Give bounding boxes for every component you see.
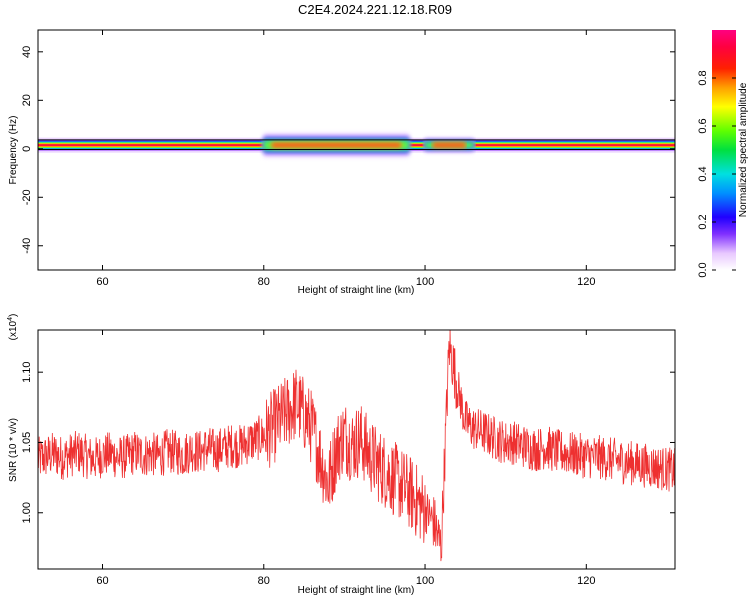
- spectrogram-panel: 60 80 100 120 40 20 0 -20 -40 Height of straigh…: [8, 29, 676, 296]
- chart-title: C2E4.2024.221.12.18.R09: [298, 2, 452, 17]
- spectrogram-y-axis-label: Frequency (Hz): [8, 116, 19, 185]
- colorbar: 0.0 0.2 0.4 0.6 0.8 Normalized spectral ampl…: [697, 30, 749, 278]
- colorbar-tick-label: 0.4: [697, 166, 709, 181]
- snr-y-tick-label: 1.10: [21, 361, 33, 382]
- spectrogram-x-tick-label: 80: [258, 276, 270, 288]
- spectrogram-y-tick-label: 20: [21, 94, 33, 106]
- spectrogram-y-tick-label: 0: [21, 146, 33, 152]
- snr-x-ticks: 60 80 100 120: [96, 330, 595, 587]
- snr-x-tick-label: 120: [577, 575, 595, 587]
- snr-panel: 60 80 100 120 1.10 1.05 1.00 Height of straig…: [7, 314, 676, 596]
- snr-y-tick-label: 1.05: [21, 432, 33, 453]
- colorbar-ticks: 0.0 0.2 0.4 0.6 0.8: [697, 70, 736, 278]
- spectrogram-y-ticks: 40 20 0 -20 -40: [21, 46, 675, 254]
- snr-y-tick-label: 1.00: [21, 502, 33, 523]
- snr-y-multiplier: (x104): [7, 314, 19, 341]
- colorbar-tick-label: 0.6: [697, 118, 709, 133]
- snr-x-tick-label: 100: [416, 575, 434, 587]
- spectrogram-y-tick-label: -40: [21, 238, 33, 254]
- spectrogram-x-tick-label: 60: [96, 276, 108, 288]
- snr-x-axis-label: Height of straight line (km): [298, 585, 415, 596]
- snr-series-line: [38, 330, 675, 562]
- colorbar-tick-label: 0.8: [697, 70, 709, 85]
- snr-x-tick-label: 60: [96, 575, 108, 587]
- colorbar-tick-label: 0.0: [697, 262, 709, 277]
- colorbar-gradient: [712, 30, 736, 270]
- spectrogram-y-tick-label: 40: [21, 46, 33, 58]
- colorbar-label: Normalized spectral amplitude: [738, 82, 749, 217]
- snr-y-axis-label: SNR (10 * v/v): [8, 418, 19, 482]
- spectrogram-x-tick-label: 100: [416, 276, 434, 288]
- spectrogram-x-ticks: 60 80 100 120: [96, 30, 595, 288]
- spectrogram-plot-area: [38, 133, 675, 158]
- colorbar-tick-label: 0.2: [697, 214, 709, 229]
- snr-y-ticks: 1.10 1.05 1.00: [21, 361, 675, 523]
- spectrogram-x-tick-label: 120: [577, 276, 595, 288]
- snr-frame: [37, 329, 676, 570]
- spectrogram-broad-core: [433, 144, 466, 146]
- spectrogram-broad-core: [271, 144, 401, 146]
- spectrogram-y-tick-label: -20: [21, 189, 33, 205]
- spectrogram-frame: [37, 29, 676, 271]
- snr-x-tick-label: 80: [258, 575, 270, 587]
- spectrogram-x-axis-label: Height of straight line (km): [298, 285, 415, 296]
